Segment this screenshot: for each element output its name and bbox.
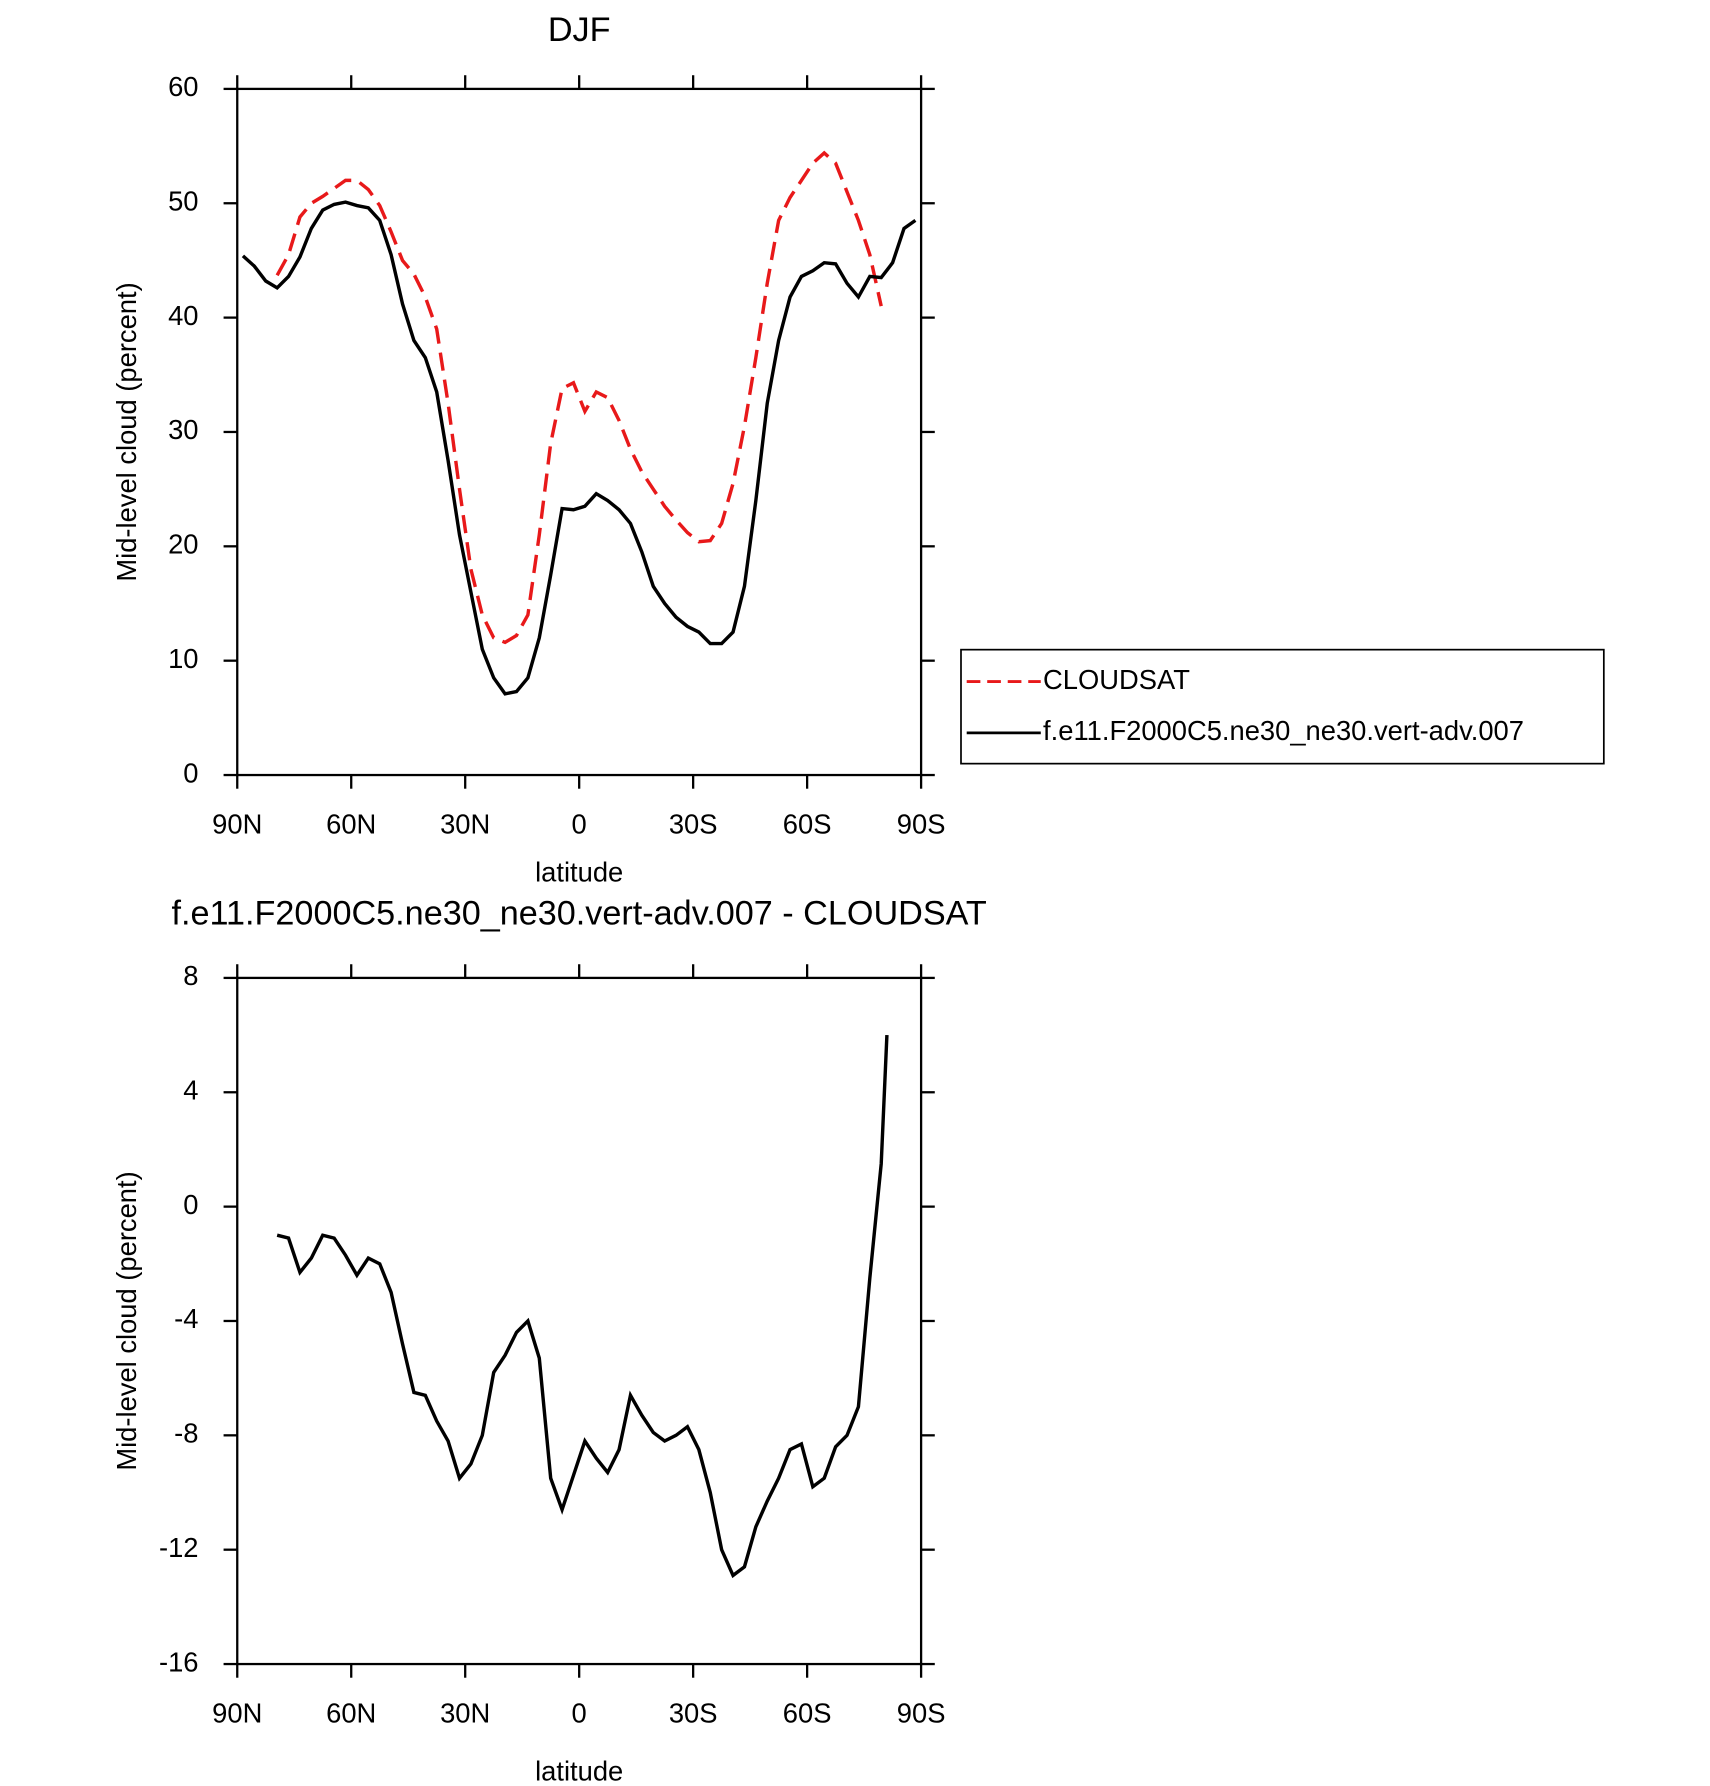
y-tick-label: 30 [168, 414, 198, 445]
x-axis-label: latitude [535, 1756, 623, 1786]
x-tick-label: 60S [783, 1698, 832, 1729]
x-tick-label: 90S [897, 809, 946, 840]
x-tick-label: 90N [212, 809, 262, 840]
y-tick-label: -4 [174, 1303, 198, 1334]
y-axis-label: Mid-level cloud (percent) [111, 1171, 142, 1470]
y-tick-label: -16 [159, 1646, 199, 1677]
y-tick-label: 40 [168, 300, 198, 331]
y-tick-label: 0 [183, 1189, 198, 1220]
legend-label: f.e11.F2000C5.ne30_ne30.vert-adv.007 [1043, 715, 1524, 746]
y-tick-label: 20 [168, 529, 198, 560]
x-tick-label: 30N [440, 1698, 490, 1729]
x-tick-label: 0 [572, 809, 587, 840]
x-tick-label: 30N [440, 809, 490, 840]
y-tick-label: 50 [168, 185, 198, 216]
x-tick-label: 60N [326, 1698, 376, 1729]
y-tick-label: 0 [183, 757, 198, 788]
x-tick-label: 0 [572, 1698, 587, 1729]
legend-label: CLOUDSAT [1043, 664, 1190, 695]
x-tick-label: 60N [326, 809, 376, 840]
plot: DJF latitude Mid-level cloud (percent) 0 10 2… [111, 11, 1605, 887]
legend-box [960, 648, 1605, 765]
chart-title: DJF [548, 11, 611, 49]
plot-frame [236, 976, 923, 1666]
series-line [275, 150, 883, 645]
y-tick-label: -12 [159, 1532, 199, 1563]
x-tick-label: 30S [669, 1698, 718, 1729]
plot-frame [236, 87, 923, 777]
series-line [241, 200, 917, 696]
y-tick-label: 8 [183, 960, 198, 991]
x-axis-label: latitude [535, 856, 623, 887]
series-line [276, 1035, 889, 1579]
x-tick-label: 90N [212, 1698, 262, 1729]
y-tick-label: 10 [168, 643, 198, 674]
y-tick-label: 60 [168, 71, 198, 102]
y-tick-label: -8 [174, 1418, 198, 1449]
x-tick-label: 90S [897, 1698, 946, 1729]
x-tick-label: 60S [783, 809, 832, 840]
y-axis-label: Mid-level cloud (percent) [111, 282, 142, 581]
chart-title: f.e11.F2000C5.ne30_ne30.vert-adv.007 - C… [172, 894, 987, 932]
y-tick-label: 4 [183, 1074, 198, 1105]
x-tick-label: 30S [669, 809, 718, 840]
plot: f.e11.F2000C5.ne30_ne30.vert-adv.007 - C… [111, 894, 987, 1786]
